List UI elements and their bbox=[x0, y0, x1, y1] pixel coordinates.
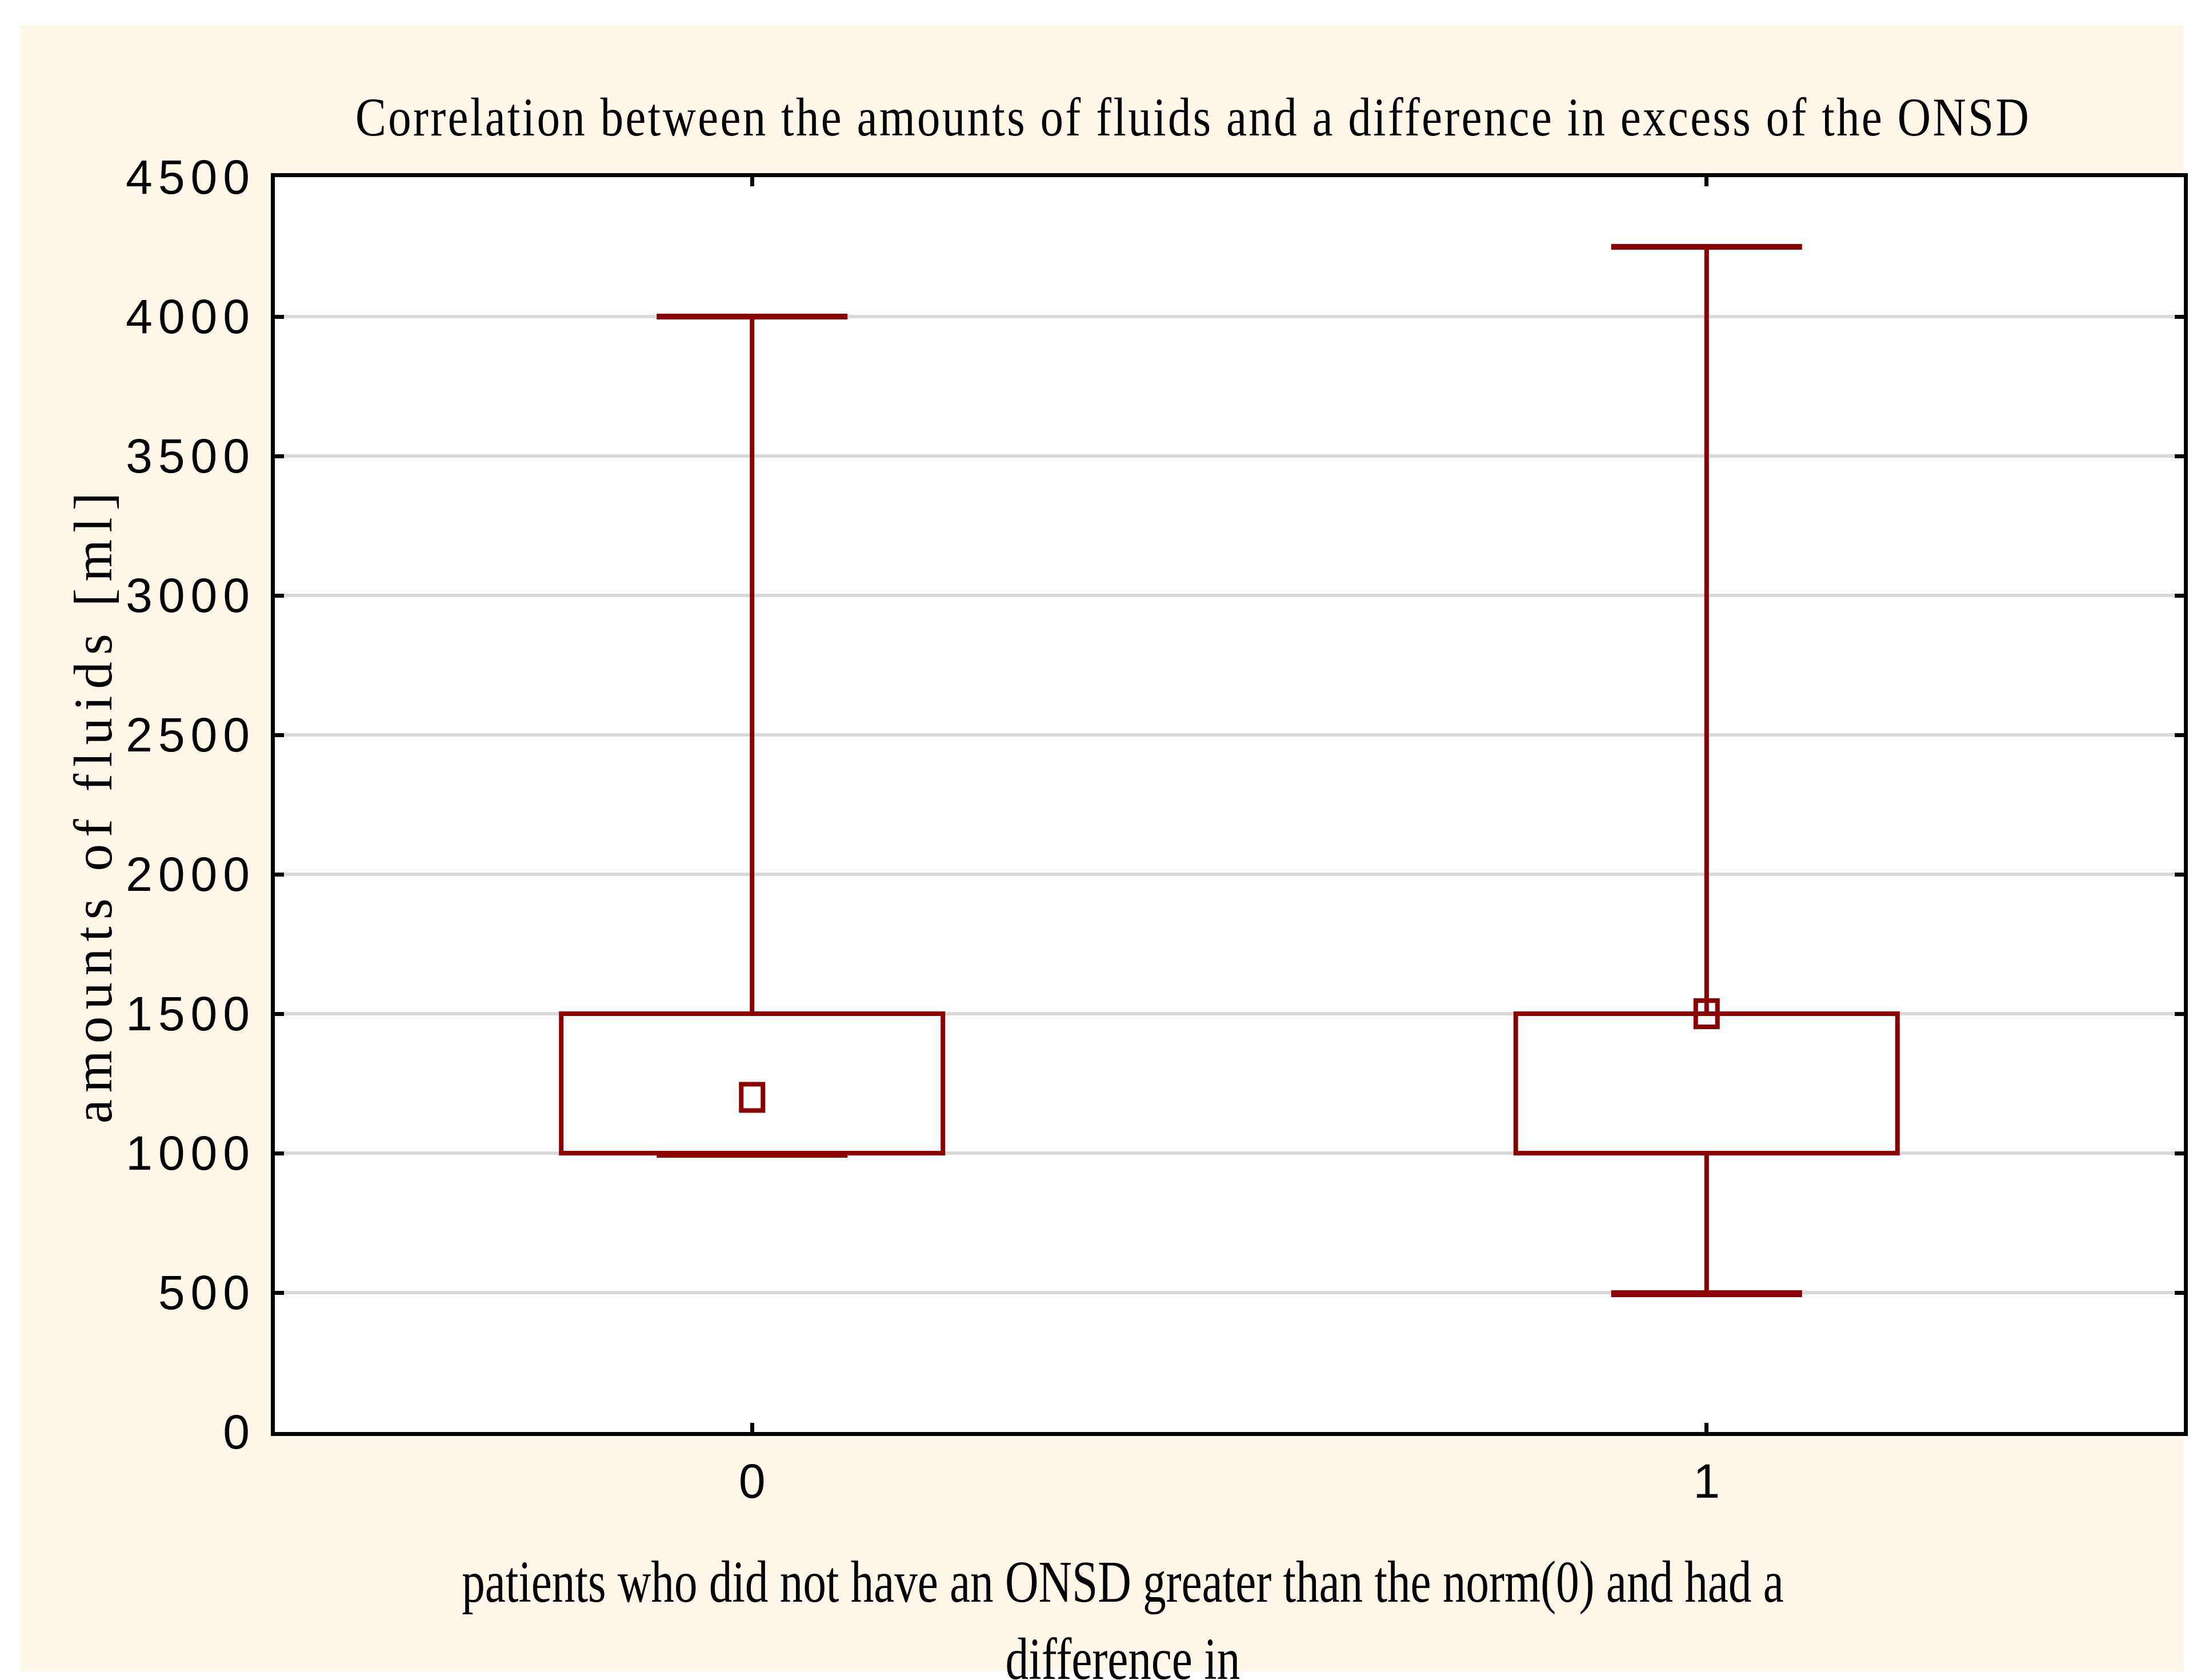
x-category-label: 1 bbox=[1693, 1454, 1720, 1508]
y-axis-title: amounts of fluids [ml] bbox=[63, 485, 123, 1124]
axis-ticks-layer bbox=[275, 177, 2184, 1432]
y-tick-label: 1500 bbox=[126, 987, 255, 1041]
chart-title: Correlation between the amounts of fluid… bbox=[355, 87, 2031, 147]
gridlines-layer bbox=[275, 177, 2184, 1432]
x-axis-tick bbox=[1704, 1423, 1709, 1432]
y-tick-label: 2000 bbox=[126, 847, 255, 901]
gridline bbox=[275, 1291, 2184, 1294]
y-axis-tick bbox=[275, 733, 284, 737]
y-axis-tick bbox=[275, 314, 284, 319]
y-tick-label: 3500 bbox=[126, 429, 255, 483]
y-axis-tick bbox=[275, 1011, 284, 1016]
y-axis-tick bbox=[2175, 454, 2184, 458]
y-tick-label: 500 bbox=[158, 1266, 255, 1319]
y-tick-label: 2500 bbox=[126, 708, 255, 762]
y-axis-tick bbox=[2175, 1011, 2184, 1016]
gridline bbox=[275, 873, 2184, 876]
y-tick-label: 4000 bbox=[126, 290, 255, 343]
median-marker bbox=[739, 1082, 766, 1113]
gridline bbox=[275, 1012, 2184, 1015]
y-axis-tick bbox=[2175, 872, 2184, 877]
y-tick-label: 4500 bbox=[126, 150, 255, 204]
y-axis-tick bbox=[275, 872, 284, 877]
gridline bbox=[275, 454, 2184, 458]
y-axis-tick bbox=[275, 1151, 284, 1155]
plot-area bbox=[271, 173, 2188, 1436]
y-tick-label: 3000 bbox=[126, 569, 255, 622]
x-axis-title-line1: patients who did not have an ONSD greate… bbox=[462, 1549, 1784, 1680]
box-rect bbox=[1513, 1011, 1900, 1155]
y-axis-tick bbox=[2175, 593, 2184, 598]
x-axis-tick bbox=[750, 177, 754, 186]
x-axis-tick bbox=[750, 1423, 754, 1432]
y-axis-tick bbox=[275, 593, 284, 598]
median-marker bbox=[1693, 998, 1720, 1029]
y-axis-tick bbox=[2175, 314, 2184, 319]
gridline bbox=[275, 315, 2184, 318]
gridline bbox=[275, 733, 2184, 737]
y-axis-tick bbox=[2175, 1151, 2184, 1155]
y-axis-tick bbox=[275, 1290, 284, 1295]
y-axis-tick bbox=[275, 454, 284, 458]
gridline bbox=[275, 594, 2184, 597]
y-tick-labels: 0 500 1000 1500 2000 2500 3000 3500 4000 4500 bbox=[20, 153, 250, 1456]
y-axis-tick bbox=[2175, 1290, 2184, 1295]
x-category-label: 0 bbox=[738, 1454, 766, 1508]
chart-panel: Correlation between the amounts of fluid… bbox=[20, 26, 2188, 1680]
x-axis-tick bbox=[1704, 177, 1709, 186]
y-axis-tick bbox=[2175, 733, 2184, 737]
x-axis-title: patients who did not have an ONSD greate… bbox=[387, 1543, 1858, 1680]
boxplot-svg bbox=[559, 244, 1900, 1297]
y-tick-label: 1000 bbox=[126, 1126, 255, 1180]
y-tick-label: 0 bbox=[223, 1405, 255, 1459]
gridline bbox=[275, 1151, 2184, 1155]
